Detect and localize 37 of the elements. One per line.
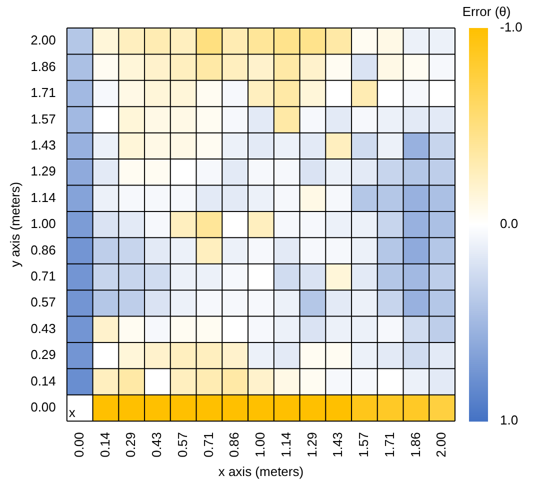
x-tick-label: 0.14 xyxy=(97,432,112,458)
x-tick-label: 1.14 xyxy=(278,432,294,458)
y-tick-label: 2.00 xyxy=(30,32,56,48)
text: x xyxy=(68,405,76,420)
y-tick-label: 0.00 xyxy=(30,400,56,415)
x-tick-label: 0.57 xyxy=(174,432,190,458)
x-tick-label: 1.57 xyxy=(356,432,372,458)
y-tick-label: 1.14 xyxy=(30,190,56,205)
y-tick-label: 1.29 xyxy=(30,164,56,179)
x-tick-label: 0.29 xyxy=(123,432,138,458)
x-tick-label: 1.86 xyxy=(408,432,423,458)
color-bar-label: -1.0 xyxy=(500,20,522,35)
y-tick-label: 0.57 xyxy=(30,294,56,310)
x-tick-label: 0.71 xyxy=(200,432,216,458)
y-tick-label: 0.71 xyxy=(30,268,56,284)
x-tick-label: 0.43 xyxy=(149,432,164,458)
color-bar-label: 0.0 xyxy=(500,216,518,232)
x-tick-label: 1.71 xyxy=(382,432,397,458)
y-tick-label: 1.86 xyxy=(30,58,56,74)
x-tick-label: 2.00 xyxy=(434,432,449,458)
x-tick-label: 1.43 xyxy=(330,432,346,458)
color-bar-label: 1.0 xyxy=(500,412,518,428)
y-tick-label: 0.29 xyxy=(30,347,56,362)
x-tick-label: 1.29 xyxy=(304,432,320,458)
x-tick-label: 1.00 xyxy=(252,432,268,458)
x-tick-label: 0.86 xyxy=(226,432,242,458)
y-tick-label: 0.43 xyxy=(30,320,56,336)
color-bar-title: Error (θ) xyxy=(462,4,511,20)
y-tick-label: 0.86 xyxy=(30,242,56,258)
y-tick-label: 1.43 xyxy=(30,138,56,153)
x-axis-title: x axis (meters) xyxy=(218,464,304,479)
y-axis-title: y axis (meters) xyxy=(7,182,22,268)
x-tick-label: 0.00 xyxy=(71,432,86,458)
y-tick-label: 0.14 xyxy=(30,373,56,388)
y-tick-label: 1.57 xyxy=(30,111,56,126)
y-tick-label: 1.71 xyxy=(30,85,56,100)
y-tick-label: 1.00 xyxy=(30,216,56,232)
